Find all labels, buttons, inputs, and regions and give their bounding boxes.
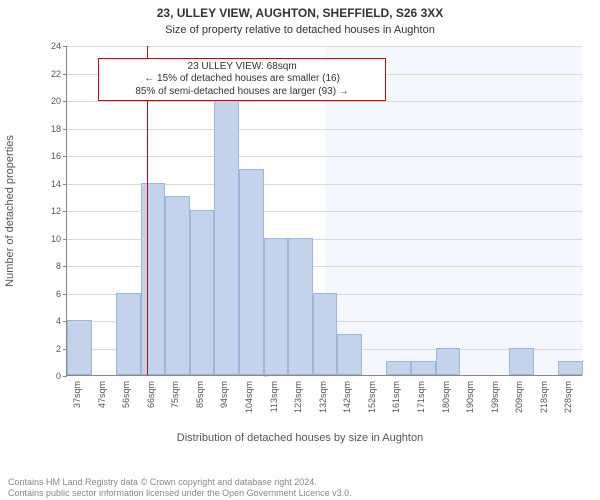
y-tick-label: 20 — [51, 96, 67, 106]
x-tick-label: 161sqm — [386, 375, 401, 413]
histogram-bar — [411, 361, 436, 375]
x-tick-label: 228sqm — [558, 375, 573, 413]
x-tick-label: 94sqm — [214, 375, 229, 408]
histogram-bar — [264, 238, 289, 376]
x-tick-label: 104sqm — [239, 375, 254, 413]
annotation-line-1: 23 ULLEY VIEW: 68sqm — [105, 61, 379, 74]
x-tick-label: 75sqm — [165, 375, 180, 408]
y-tick-label: 6 — [56, 289, 67, 299]
x-axis-label: Distribution of detached houses by size … — [0, 432, 600, 444]
x-tick-label: 171sqm — [411, 375, 426, 413]
x-tick-label: 199sqm — [485, 375, 500, 413]
x-tick-label: 37sqm — [67, 375, 82, 408]
y-tick-label: 10 — [51, 234, 67, 244]
annotation-box: 23 ULLEY VIEW: 68sqm← 15% of detached ho… — [98, 58, 386, 102]
histogram-bar — [116, 293, 141, 376]
y-tick-label: 24 — [51, 41, 67, 51]
histogram-bar — [558, 361, 583, 375]
x-tick-label: 142sqm — [337, 375, 352, 413]
histogram-bar — [214, 100, 239, 375]
attribution-line-2: Contains public sector information licen… — [8, 488, 600, 498]
page-subtitle: Size of property relative to detached ho… — [0, 24, 600, 36]
histogram-bar — [436, 348, 461, 376]
x-tick-label: 47sqm — [92, 375, 107, 408]
histogram-bar — [239, 169, 264, 375]
x-tick-label: 218sqm — [534, 375, 549, 413]
y-tick-label: 22 — [51, 69, 67, 79]
x-tick-label: 209sqm — [509, 375, 524, 413]
histogram-bar — [288, 238, 313, 376]
y-tick-label: 4 — [56, 316, 67, 326]
x-tick-label: 113sqm — [264, 375, 279, 412]
x-tick-label: 85sqm — [190, 375, 205, 408]
histogram-bar — [165, 196, 190, 375]
x-tick-label: 56sqm — [116, 375, 131, 408]
page-title: 23, ULLEY VIEW, AUGHTON, SHEFFIELD, S26 … — [0, 6, 600, 20]
histogram-bar — [190, 210, 215, 375]
y-tick-label: 2 — [56, 344, 67, 354]
gridline — [67, 46, 582, 47]
y-tick-label: 14 — [51, 179, 67, 189]
x-tick-label: 132sqm — [313, 375, 328, 413]
histogram-bar — [67, 320, 92, 375]
attribution-line-1: Contains HM Land Registry data © Crown c… — [8, 477, 600, 487]
y-tick-label: 18 — [51, 124, 67, 134]
y-tick-label: 0 — [56, 371, 67, 381]
x-tick-label: 152sqm — [362, 375, 377, 413]
annotation-line-3: 85% of semi-detached houses are larger (… — [105, 86, 379, 99]
y-axis-label: Number of detached properties — [4, 135, 16, 287]
attribution-footer: Contains HM Land Registry data © Crown c… — [0, 477, 600, 498]
gridline — [67, 129, 582, 130]
y-tick-label: 16 — [51, 151, 67, 161]
histogram-bar — [141, 183, 166, 376]
annotation-line-2: ← 15% of detached houses are smaller (16… — [105, 73, 379, 86]
x-tick-label: 123sqm — [288, 375, 303, 413]
gridline — [67, 101, 582, 102]
y-tick-label: 12 — [51, 206, 67, 216]
gridline — [67, 156, 582, 157]
y-tick-label: 8 — [56, 261, 67, 271]
histogram-bar — [386, 361, 411, 375]
x-tick-label: 66sqm — [141, 375, 156, 408]
histogram-plot: 02468101214161820222437sqm47sqm56sqm66sq… — [66, 46, 582, 376]
x-tick-label: 190sqm — [460, 375, 475, 413]
histogram-bar — [337, 334, 362, 375]
histogram-bar — [509, 348, 534, 376]
histogram-bar — [313, 293, 338, 376]
x-tick-label: 180sqm — [436, 375, 451, 413]
